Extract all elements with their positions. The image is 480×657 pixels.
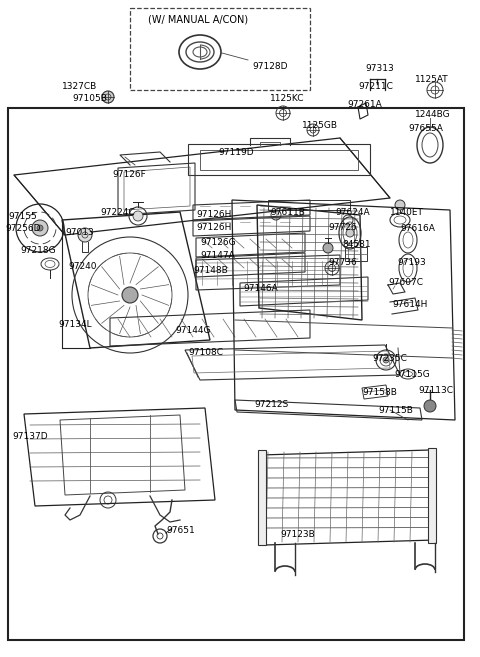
Text: 97147A: 97147A: [200, 251, 235, 260]
Text: 97218G: 97218G: [20, 246, 56, 255]
Text: 97614H: 97614H: [392, 300, 427, 309]
Circle shape: [32, 220, 48, 236]
Circle shape: [424, 400, 436, 412]
Text: 1244BG: 1244BG: [415, 110, 451, 119]
Circle shape: [78, 228, 92, 242]
Text: 97126F: 97126F: [112, 170, 146, 179]
Text: 97240: 97240: [68, 262, 96, 271]
Text: 1140ET: 1140ET: [390, 208, 424, 217]
Circle shape: [346, 229, 354, 237]
Bar: [345, 247, 367, 261]
Text: 97115B: 97115B: [378, 406, 413, 415]
Text: 97123B: 97123B: [280, 530, 315, 539]
Text: 97624A: 97624A: [335, 208, 370, 217]
Text: 1125KC: 1125KC: [270, 94, 304, 103]
Text: 97607C: 97607C: [388, 278, 423, 287]
Text: 97212S: 97212S: [254, 400, 288, 409]
Text: 97616A: 97616A: [400, 224, 435, 233]
Text: (W/ MANUAL A/CON): (W/ MANUAL A/CON): [148, 14, 248, 24]
Text: 97155: 97155: [8, 212, 37, 221]
Circle shape: [102, 91, 114, 103]
Text: 97115G: 97115G: [394, 370, 430, 379]
Text: 97013: 97013: [65, 228, 94, 237]
Text: 97261A: 97261A: [347, 100, 382, 109]
Bar: [428, 448, 436, 543]
Text: 1125GB: 1125GB: [302, 121, 338, 130]
Text: 97655A: 97655A: [408, 124, 443, 133]
Bar: [130, 8, 310, 90]
Bar: [8, 108, 464, 640]
Text: 1125AT: 1125AT: [415, 75, 449, 84]
Text: 97313: 97313: [365, 64, 394, 73]
Text: 97128D: 97128D: [252, 62, 288, 71]
Text: 97651: 97651: [166, 526, 195, 535]
Text: 97736: 97736: [328, 258, 357, 267]
Text: 1327CB: 1327CB: [62, 82, 97, 91]
Text: 97158B: 97158B: [362, 388, 397, 397]
Circle shape: [323, 243, 333, 253]
Text: 84581: 84581: [342, 240, 371, 249]
Text: 97113C: 97113C: [418, 386, 453, 395]
Text: 97108C: 97108C: [188, 348, 223, 357]
Text: 97134L: 97134L: [58, 320, 92, 329]
Text: 97144G: 97144G: [175, 326, 211, 335]
Bar: [258, 450, 266, 545]
Text: 97611B: 97611B: [270, 208, 305, 217]
Circle shape: [383, 357, 389, 363]
Circle shape: [395, 200, 405, 210]
Text: 97256D: 97256D: [5, 224, 40, 233]
Bar: [268, 200, 350, 210]
Text: 97224C: 97224C: [100, 208, 134, 217]
Text: 97193: 97193: [397, 258, 426, 267]
Text: 97726: 97726: [328, 223, 357, 232]
Text: 97126H: 97126H: [196, 210, 231, 219]
Text: 97119D: 97119D: [218, 148, 253, 157]
Text: 97235C: 97235C: [372, 354, 407, 363]
Text: 97126H: 97126H: [196, 223, 231, 232]
Text: 97137D: 97137D: [12, 432, 48, 441]
Text: 97211C: 97211C: [358, 82, 393, 91]
Circle shape: [122, 287, 138, 303]
Circle shape: [133, 211, 143, 221]
Text: 97148B: 97148B: [193, 266, 228, 275]
Text: 97146A: 97146A: [243, 284, 278, 293]
Text: 97105B: 97105B: [72, 94, 107, 103]
Text: 97126G: 97126G: [200, 238, 236, 247]
Circle shape: [37, 225, 43, 231]
